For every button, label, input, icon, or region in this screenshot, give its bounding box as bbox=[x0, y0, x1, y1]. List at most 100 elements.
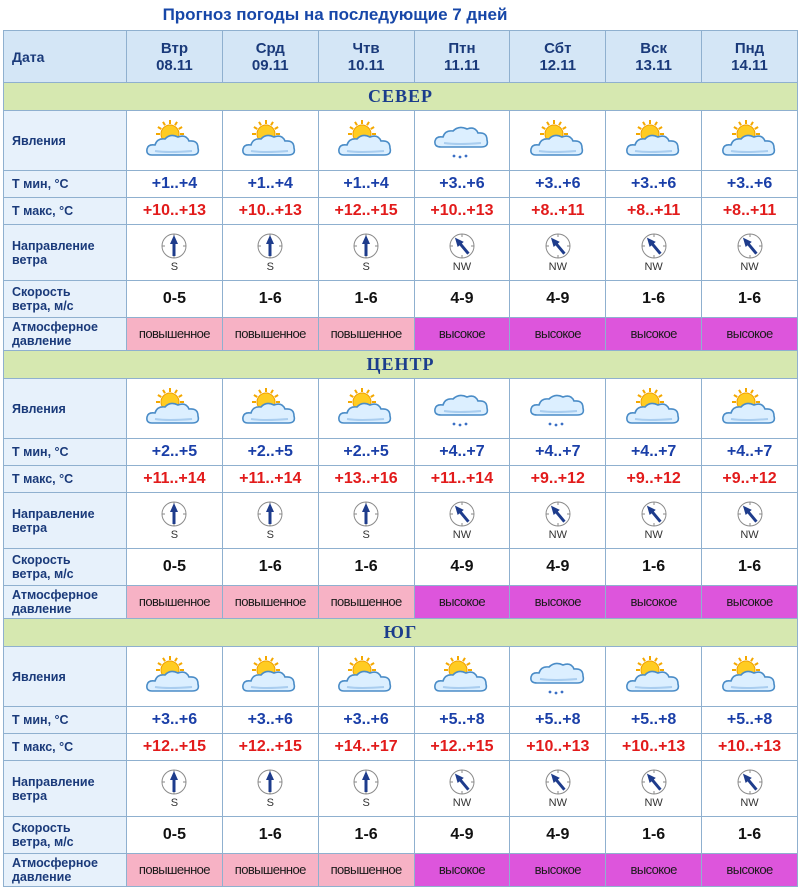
tmax-cell: +9..+12 bbox=[509, 465, 607, 493]
day-date: 13.11 bbox=[635, 56, 672, 74]
tmin-cell: +3..+6 bbox=[317, 706, 415, 734]
wind-direction-value: S bbox=[266, 261, 274, 273]
tmin-cell: +4..+7 bbox=[413, 438, 511, 466]
wind-direction-row: Направление ветра S S S N bbox=[3, 224, 798, 281]
wind-speed-cell: 1-6 bbox=[605, 548, 703, 586]
tmax-value: +10..+13 bbox=[717, 738, 782, 755]
pressure-value: высокое bbox=[534, 326, 582, 341]
pressure-cell: высокое bbox=[413, 317, 511, 351]
wind-speed-cell: 1-6 bbox=[701, 280, 798, 318]
pressure-value: высокое bbox=[630, 862, 678, 877]
tmin-value: +3..+6 bbox=[535, 175, 581, 192]
wind-compass-icon bbox=[736, 232, 764, 260]
tmin-value: +2..+5 bbox=[247, 443, 293, 460]
pressure-value: высокое bbox=[726, 862, 773, 877]
pressure-cell: высокое bbox=[509, 585, 607, 619]
weather-cell bbox=[701, 378, 798, 439]
day-name: Пнд bbox=[734, 39, 765, 57]
date-header: Дата bbox=[3, 30, 127, 83]
tmax-cell: +10..+13 bbox=[509, 733, 607, 761]
tmax-value: +9..+12 bbox=[530, 470, 585, 487]
wind-direction-cell: NW bbox=[701, 224, 798, 281]
pressure-value: высокое bbox=[534, 862, 582, 877]
pressure-cell: повышенное bbox=[317, 585, 415, 619]
day-date: 14.11 bbox=[731, 56, 768, 74]
pressure-label: Атмосферное давление bbox=[3, 853, 127, 887]
wind-speed-cell: 4-9 bbox=[509, 280, 607, 318]
phenomena-row: Явления bbox=[3, 110, 798, 171]
pressure-value: высокое bbox=[726, 594, 773, 609]
wind-speed-value: 1-6 bbox=[642, 290, 666, 307]
wind-speed-cell: 0-5 bbox=[126, 548, 223, 586]
partly-cloudy-icon bbox=[223, 119, 318, 163]
cloud-light-snow-icon bbox=[510, 655, 605, 699]
wind-direction-value: NW bbox=[740, 797, 759, 809]
tmax-row: Т макс, °С +12..+15 +12..+15 +14..+17 +12..+… bbox=[3, 733, 798, 761]
wind-direction-value: NW bbox=[548, 529, 567, 541]
tmax-cell: +8..+11 bbox=[509, 197, 607, 225]
wind-speed-value: 1-6 bbox=[258, 826, 282, 843]
wind-speed-cell: 1-6 bbox=[317, 816, 415, 854]
wind-speed-cell: 1-6 bbox=[317, 548, 415, 586]
tmax-cell: +10..+13 bbox=[413, 197, 511, 225]
partly-cloudy-icon bbox=[223, 387, 318, 431]
tmax-row: Т макс, °С +11..+14 +11..+14 +13..+16 +11..+… bbox=[3, 465, 798, 493]
wind-speed-value: 1-6 bbox=[354, 558, 378, 575]
tmax-cell: +10..+13 bbox=[126, 197, 223, 225]
wind-compass-icon bbox=[448, 232, 476, 260]
pressure-cell: повышенное bbox=[126, 317, 223, 351]
pressure-cell: повышенное bbox=[126, 585, 223, 619]
tmax-value: +12..+15 bbox=[334, 202, 398, 219]
wind-direction-value: S bbox=[170, 261, 179, 273]
pressure-value: повышенное bbox=[330, 594, 403, 609]
wind-speed-cell: 0-5 bbox=[126, 280, 223, 318]
wind-direction-value: S bbox=[266, 797, 274, 809]
tmax-value: +12..+15 bbox=[238, 738, 302, 755]
pressure-cell: высокое bbox=[605, 317, 703, 351]
wind-speed-cell: 4-9 bbox=[509, 548, 607, 586]
weather-cell bbox=[413, 110, 511, 171]
tmin-cell: +4..+7 bbox=[605, 438, 703, 466]
wind-direction-cell: S bbox=[221, 760, 319, 817]
wind-direction-value: NW bbox=[452, 797, 472, 809]
wind-compass-icon bbox=[256, 500, 284, 528]
pressure-value: высокое bbox=[630, 326, 678, 341]
wind-direction-cell: NW bbox=[509, 760, 607, 817]
partly-cloudy-icon bbox=[702, 387, 797, 431]
weather-cell bbox=[221, 110, 319, 171]
partly-cloudy-icon bbox=[606, 387, 701, 431]
pressure-label: Атмосферное давление bbox=[3, 317, 127, 351]
partly-cloudy-icon bbox=[606, 655, 701, 699]
tmax-value: +10..+13 bbox=[430, 202, 494, 219]
day-date: 08.11 bbox=[156, 56, 193, 74]
tmax-cell: +11..+14 bbox=[413, 465, 511, 493]
partly-cloudy-icon bbox=[319, 119, 414, 163]
partly-cloudy-icon bbox=[127, 387, 222, 431]
tmax-value: +11..+14 bbox=[143, 470, 206, 487]
pressure-cell: повышенное bbox=[221, 853, 319, 887]
wind-speed-cell: 4-9 bbox=[509, 816, 607, 854]
wind-compass-icon bbox=[256, 232, 284, 260]
wind-compass-icon bbox=[736, 768, 764, 796]
tmin-value: +4..+7 bbox=[630, 443, 677, 460]
day-header: Вск 13.11 bbox=[605, 30, 703, 83]
wind-direction-value: NW bbox=[452, 529, 472, 541]
tmax-value: +12..+15 bbox=[142, 738, 206, 755]
pressure-cell: повышенное bbox=[317, 317, 415, 351]
wind-direction-cell: S bbox=[126, 760, 223, 817]
wind-compass-icon bbox=[256, 768, 284, 796]
wind-direction-cell: NW bbox=[605, 760, 703, 817]
wind-compass-icon bbox=[544, 232, 572, 260]
day-header: Срд 09.11 bbox=[221, 30, 319, 83]
day-name: Чтв bbox=[352, 39, 380, 57]
pressure-value: повышенное bbox=[234, 326, 307, 341]
wind-compass-icon bbox=[640, 232, 668, 260]
region-header: СЕВЕР bbox=[3, 82, 798, 111]
wind-speed-value: 1-6 bbox=[258, 290, 282, 307]
day-date: 10.11 bbox=[347, 56, 385, 74]
page-title: Прогноз погоды на последующие 7 дней bbox=[162, 5, 508, 24]
tmin-cell: +3..+6 bbox=[413, 170, 511, 198]
tmax-label: Т макс, °С bbox=[3, 733, 127, 761]
partly-cloudy-icon bbox=[127, 119, 222, 163]
pressure-value: высокое bbox=[438, 594, 486, 609]
